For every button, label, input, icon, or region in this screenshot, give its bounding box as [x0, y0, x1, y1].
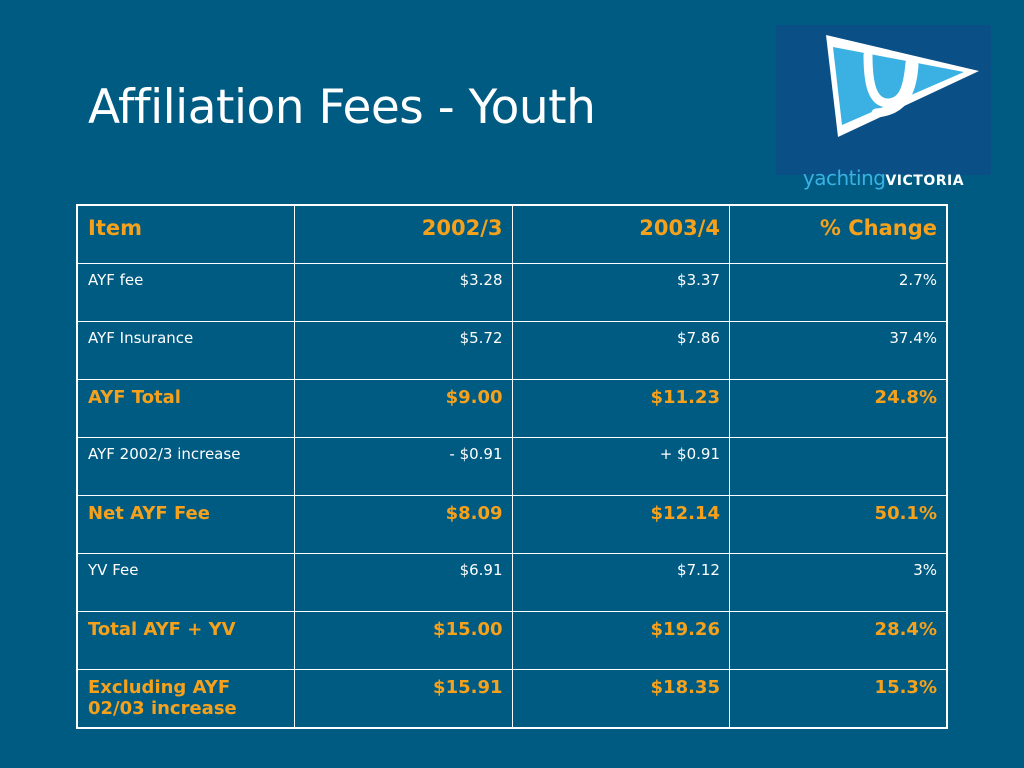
cell-percent-change	[728, 437, 948, 496]
logo-word-yachting: yachting	[802, 166, 886, 190]
cell-percent-change: 24.8%	[728, 379, 948, 438]
cell-percent-change: 15.3%	[728, 669, 948, 729]
cell-item: YV Fee	[76, 553, 296, 612]
table-row: AYF fee $3.28 $3.37 2.7%	[76, 263, 948, 322]
cell-value-2003-4: $12.14	[511, 495, 730, 554]
table-header-row: Item 2002/3 2003/4 % Change	[76, 204, 948, 264]
cell-percent-change: 2.7%	[728, 263, 948, 322]
cell-value-2003-4: $11.23	[511, 379, 730, 438]
table-row: AYF Insurance $5.72 $7.86 37.4%	[76, 321, 948, 380]
cell-value-2003-4: $7.12	[511, 553, 730, 612]
cell-percent-change: 37.4%	[728, 321, 948, 380]
cell-value-2002-3: - $0.91	[294, 437, 513, 496]
cell-item: Net AYF Fee	[76, 495, 296, 554]
cell-item: AYF Insurance	[76, 321, 296, 380]
cell-item: AYF Total	[76, 379, 296, 438]
cell-value-2002-3: $3.28	[294, 263, 513, 322]
cell-item: Excluding AYF 02/03 increase	[76, 669, 296, 729]
cell-value-2003-4: $19.26	[511, 611, 730, 670]
table-row: Net AYF Fee $8.09 $12.14 50.1%	[76, 495, 948, 554]
cell-item: Total AYF + YV	[76, 611, 296, 670]
fees-table: Item 2002/3 2003/4 % Change AYF fee $3.28…	[76, 204, 948, 729]
table-row: Excluding AYF 02/03 increase $15.91 $18.35…	[76, 669, 948, 729]
cell-percent-change: 3%	[728, 553, 948, 612]
cell-value-2003-4: + $0.91	[511, 437, 730, 496]
cell-item: AYF fee	[76, 263, 296, 322]
yacht-pennant-y-icon	[826, 35, 979, 137]
logo-word-victoria: VICTORIA	[885, 173, 965, 189]
table-body: AYF fee $3.28 $3.37 2.7% AYF Insurance $5.72 $…	[76, 263, 948, 729]
cell-value-2003-4: $7.86	[511, 321, 730, 380]
table-row: Total AYF + YV $15.00 $19.26 28.4%	[76, 611, 948, 670]
cell-item: AYF 2002/3 increase	[76, 437, 296, 496]
header-item: Item	[76, 204, 296, 264]
slide-title: Affiliation Fees - Youth	[88, 80, 596, 135]
logo-wordmark: yachtingVICTORIA	[776, 166, 991, 190]
cell-percent-change: 28.4%	[728, 611, 948, 670]
yachting-victoria-logo: yachtingVICTORIA	[776, 25, 991, 190]
header-2002-3: 2002/3	[294, 204, 513, 264]
table-row: AYF 2002/3 increase - $0.91 + $0.91	[76, 437, 948, 496]
cell-percent-change: 50.1%	[728, 495, 948, 554]
cell-value-2003-4: $18.35	[511, 669, 730, 729]
cell-value-2002-3: $8.09	[294, 495, 513, 554]
cell-value-2002-3: $5.72	[294, 321, 513, 380]
cell-value-2003-4: $3.37	[511, 263, 730, 322]
table-row: AYF Total $9.00 $11.23 24.8%	[76, 379, 948, 438]
cell-value-2002-3: $6.91	[294, 553, 513, 612]
header-2003-4: 2003/4	[511, 204, 730, 264]
cell-value-2002-3: $15.00	[294, 611, 513, 670]
table-row: YV Fee $6.91 $7.12 3%	[76, 553, 948, 612]
header-percent-change: % Change	[728, 204, 948, 264]
cell-value-2002-3: $15.91	[294, 669, 513, 729]
cell-value-2002-3: $9.00	[294, 379, 513, 438]
